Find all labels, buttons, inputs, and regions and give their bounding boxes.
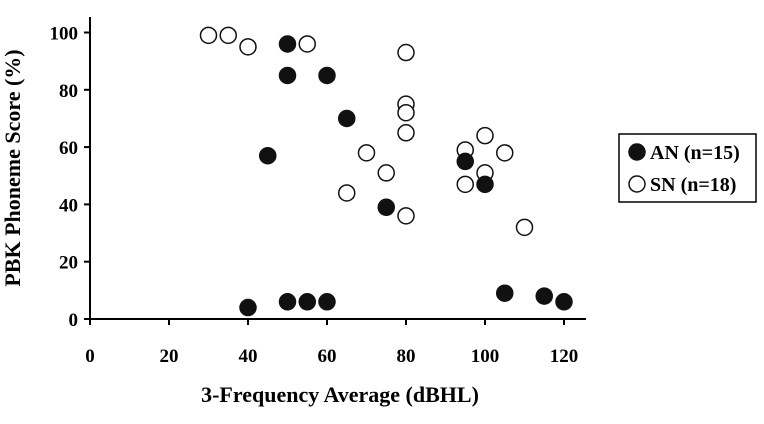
an-data-point	[318, 293, 336, 311]
an-data-point	[476, 175, 494, 194]
legend-marker-sn	[628, 175, 646, 193]
an-data-point	[456, 152, 474, 171]
sn-data-point	[476, 126, 494, 145]
sn-data-point	[298, 35, 316, 53]
x-tick-label: 80	[397, 346, 416, 367]
x-axis-title: 3-Frequency Average (dBHL)	[201, 382, 479, 407]
x-tick-label: 120	[550, 346, 579, 367]
sn-data-point	[199, 26, 218, 45]
legend: AN (n=15) SN (n=18)	[618, 133, 757, 203]
sn-data-point	[397, 43, 415, 62]
sn-data-point	[456, 175, 474, 194]
an-data-point	[239, 298, 257, 317]
x-tick-label: 60	[318, 346, 337, 367]
y-tick-label: 0	[69, 310, 79, 331]
legend-marker-an	[628, 143, 646, 161]
an-data-point	[278, 293, 297, 311]
sn-data-point	[357, 144, 376, 162]
data-points	[199, 26, 573, 317]
y-ticks: 0 20 40 60 80 100	[50, 24, 90, 331]
an-data-point	[318, 66, 336, 85]
axes	[89, 17, 586, 320]
legend-label-an: AN (n=15)	[650, 142, 740, 164]
sn-data-point	[377, 164, 395, 182]
y-tick-label: 20	[59, 253, 78, 274]
an-data-point	[278, 35, 297, 53]
sn-data-point	[515, 218, 534, 237]
plot-area: 0 20 40 60 80 100 0 20 40 60 80 100 120	[50, 17, 586, 367]
x-ticks: 0 20 40 60 80 100 120	[85, 319, 578, 367]
y-tick-label: 60	[59, 138, 78, 159]
an-data-point	[555, 293, 573, 311]
sn-data-point	[338, 184, 356, 202]
sn-data-point	[219, 26, 237, 45]
an-data-point	[496, 284, 514, 302]
x-tick-label: 100	[471, 346, 500, 367]
an-data-point	[535, 287, 553, 305]
legend-label-sn: SN (n=18)	[650, 174, 736, 196]
y-tick-label: 100	[50, 24, 79, 45]
x-tick-label: 40	[239, 346, 258, 367]
an-data-point	[377, 198, 395, 217]
y-tick-label: 40	[59, 195, 78, 216]
x-tick-label: 0	[85, 346, 95, 367]
y-axis-title: PBK Phoneme Score (%)	[0, 49, 25, 286]
sn-data-point	[239, 38, 257, 56]
x-tick-label: 20	[160, 346, 179, 367]
sn-data-point	[397, 207, 415, 225]
sn-data-point	[496, 144, 514, 162]
sn-data-point	[397, 103, 415, 122]
an-data-point	[278, 66, 297, 85]
an-data-point	[259, 146, 277, 165]
sn-data-point	[397, 124, 415, 142]
an-data-point	[338, 109, 356, 128]
y-tick-label: 80	[59, 81, 78, 102]
an-data-point	[298, 293, 316, 311]
